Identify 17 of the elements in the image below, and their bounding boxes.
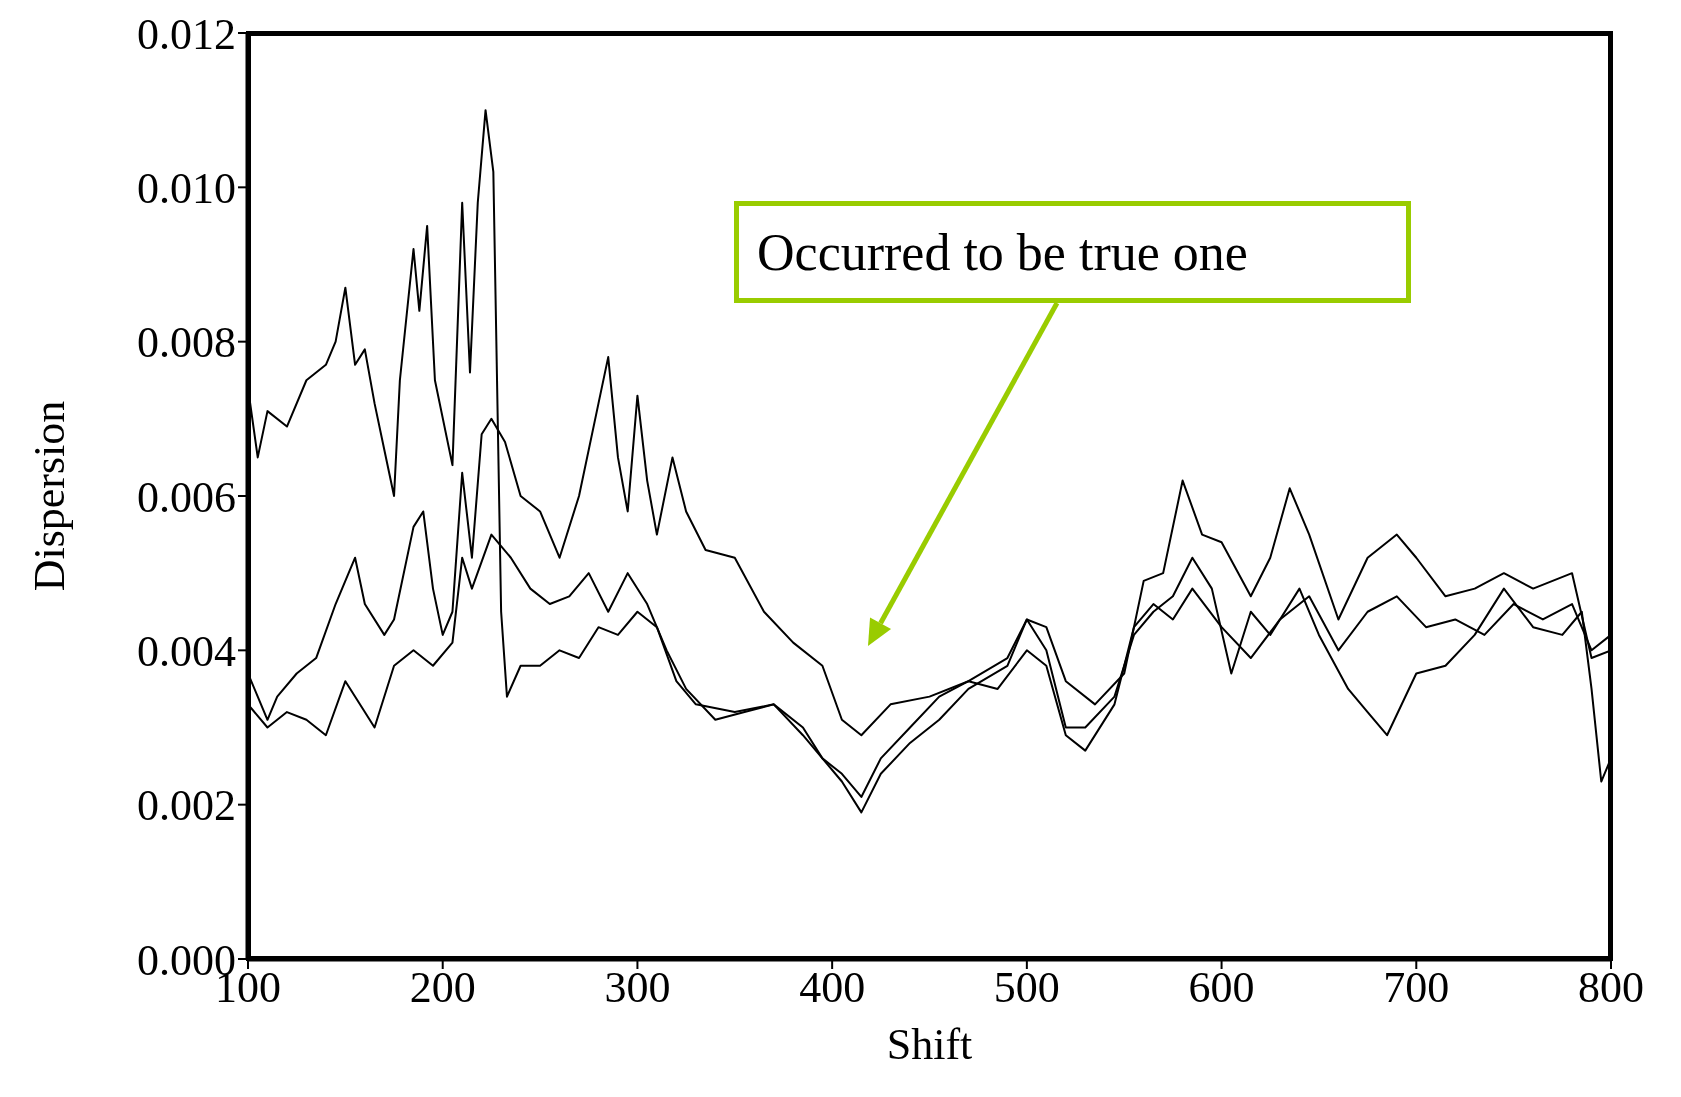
y-tick-label: 0.010 [137,163,236,213]
x-axis-title: Shift [886,1020,973,1069]
y-tick-label: 0.004 [137,626,236,676]
x-tick-label: 700 [1383,963,1450,1013]
y-axis-title: Dispersion [24,400,74,592]
y-tick-label: 0.002 [137,781,236,831]
y-tick-label: 0.012 [137,9,236,59]
x-tick-label: 300 [604,963,671,1013]
line-series [248,109,1611,814]
annotation: Occurred to be true one [734,201,1411,303]
x-tick-label: 500 [993,963,1060,1013]
x-tick-label: 400 [799,963,866,1013]
x-tick-label: 200 [409,963,476,1013]
x-tick-label: 600 [1188,963,1255,1013]
y-tick-label: 0.008 [137,318,236,368]
y-tick-label: 0.006 [137,472,236,522]
x-tick-label: 800 [1578,963,1644,1013]
